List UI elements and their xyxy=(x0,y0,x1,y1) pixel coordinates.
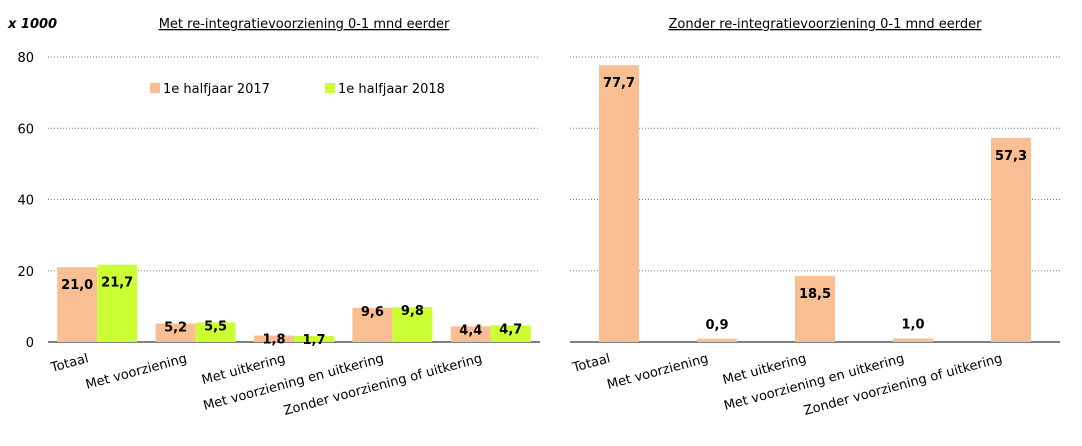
legend-label: 1e halfjaar 2018 xyxy=(338,82,445,97)
x-tick-label: Met voorziening xyxy=(84,351,189,392)
data-label: 57,3 xyxy=(995,149,1027,164)
data-label: 1,8 xyxy=(262,333,285,348)
bar xyxy=(294,335,334,342)
legend-swatch xyxy=(150,83,160,93)
bar xyxy=(599,65,639,342)
data-label: 9,6 xyxy=(361,305,384,320)
chart-title: Zonder re-integratievoorziening 0-1 mnd … xyxy=(668,17,982,32)
y-tick-label: 40 xyxy=(17,194,34,209)
bar xyxy=(392,307,433,342)
data-label: 21,7 xyxy=(101,276,133,291)
bar xyxy=(450,326,491,342)
bar xyxy=(97,264,138,342)
y-axis-label: x 1000 xyxy=(7,17,57,32)
x-tick-label: Met voorziening xyxy=(606,351,711,392)
y-tick-label: 0 xyxy=(26,336,34,351)
data-label: 5,5 xyxy=(204,319,227,334)
data-label: 5,2 xyxy=(164,320,187,335)
y-tick-label: 20 xyxy=(17,265,34,280)
bar xyxy=(352,307,393,342)
bar xyxy=(893,338,933,342)
legend-swatch xyxy=(325,83,335,93)
x-tick-label: Totaal xyxy=(570,351,612,376)
data-label: 0,9 xyxy=(705,318,728,333)
bar xyxy=(697,338,737,342)
data-label: 1,0 xyxy=(901,317,924,332)
bar xyxy=(490,325,531,342)
data-label: 77,7 xyxy=(603,76,635,91)
y-tick-label: 80 xyxy=(17,51,34,66)
bar xyxy=(991,137,1031,342)
bar xyxy=(155,323,196,342)
data-label: 18,5 xyxy=(799,287,831,302)
bar xyxy=(195,322,236,342)
data-label: 21,0 xyxy=(61,278,93,293)
bar xyxy=(254,335,294,342)
data-label: 9,8 xyxy=(401,304,424,319)
legend-label: 1e halfjaar 2017 xyxy=(163,82,270,97)
bar xyxy=(57,267,98,342)
x-tick-label: Totaal xyxy=(48,351,90,376)
data-label: 4,7 xyxy=(499,322,522,337)
bar xyxy=(795,276,835,342)
data-label: 1,7 xyxy=(302,333,325,348)
chart-title: Met re-integratievoorziening 0-1 mnd eer… xyxy=(159,17,450,32)
data-label: 4,4 xyxy=(459,323,482,338)
y-tick-label: 60 xyxy=(17,122,34,137)
